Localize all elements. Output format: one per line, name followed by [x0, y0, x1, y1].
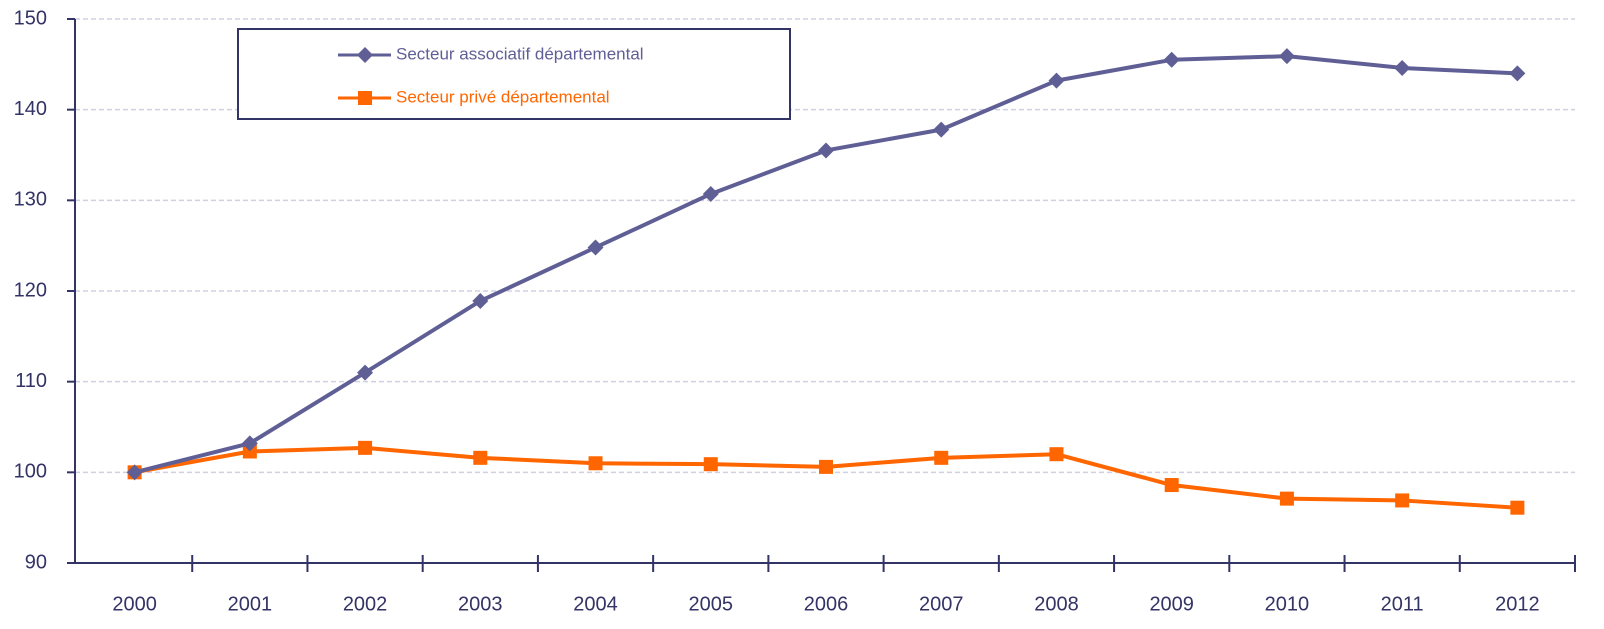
marker [702, 185, 719, 202]
x-tick-label: 2006 [804, 593, 849, 615]
marker [472, 292, 489, 309]
y-tick-label: 110 [15, 370, 47, 392]
marker [241, 435, 258, 452]
y-tick-label: 90 [25, 551, 47, 573]
marker [587, 239, 604, 256]
marker [588, 456, 603, 471]
y-tick-label: 140 [14, 98, 47, 120]
x-tick-label: 2003 [458, 593, 503, 615]
x-tick-label: 2010 [1265, 593, 1310, 615]
marker [819, 459, 833, 474]
marker [1048, 72, 1065, 89]
x-tick-label: 2009 [1149, 593, 1194, 615]
x-tick-label: 2000 [112, 593, 157, 615]
x-tick-label: 2005 [689, 593, 734, 615]
x-tick-label: 2008 [1034, 593, 1079, 615]
marker [703, 457, 718, 472]
marker [933, 121, 950, 138]
y-tick-label: 120 [14, 279, 47, 301]
x-tick-label: 2002 [343, 593, 388, 615]
legend-box [237, 28, 791, 120]
marker [1279, 491, 1294, 506]
marker [1394, 59, 1411, 76]
legend-label: Secteur privé départemental [396, 87, 610, 106]
x-tick-label: 2001 [228, 593, 273, 615]
x-tick-label: 2011 [1381, 593, 1424, 615]
legend-label: Secteur associatif départemental [396, 44, 644, 63]
marker [1164, 478, 1179, 493]
marker [1510, 500, 1525, 515]
y-tick-label: 100 [14, 461, 47, 483]
marker [473, 450, 488, 465]
y-tick-label: 150 [14, 7, 47, 29]
y-tick-label: 130 [14, 189, 47, 211]
marker [358, 440, 373, 455]
x-tick-label: 2004 [573, 593, 618, 615]
marker [1049, 447, 1064, 462]
marker [1395, 493, 1410, 508]
marker [1509, 65, 1526, 82]
marker [126, 464, 143, 481]
marker [357, 364, 374, 381]
marker [1278, 48, 1295, 65]
marker [242, 444, 257, 459]
x-tick-label: 2012 [1495, 593, 1540, 615]
marker [818, 142, 834, 159]
x-tick-label: 2007 [919, 593, 964, 615]
marker [934, 450, 949, 465]
marker [1163, 51, 1180, 68]
marker [357, 47, 373, 63]
marker [358, 91, 372, 105]
series-line [134, 445, 1518, 510]
